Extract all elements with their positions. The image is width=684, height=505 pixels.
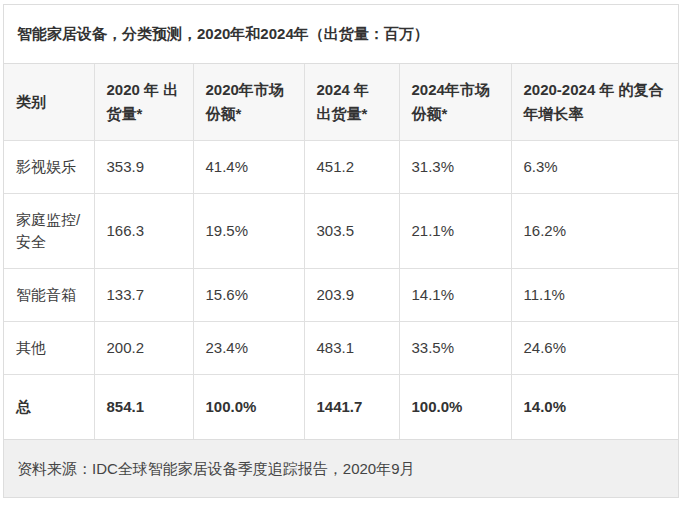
total-row: 总 854.1 100.0% 1441.7 100.0% 14.0% [4, 375, 678, 440]
table-row: 影视娱乐 353.9 41.4% 451.2 31.3% 6.3% [4, 141, 678, 194]
table-cell: 23.4% [193, 322, 304, 375]
column-header-2020-shipments: 2020 年 出货量* [94, 64, 193, 141]
table-cell: 16.2% [511, 194, 678, 269]
table-cell: 14.0% [511, 375, 678, 440]
column-header-2024-share: 2024年市场份额* [399, 64, 511, 141]
table-cell: 203.9 [304, 269, 399, 322]
table-row: 其他 200.2 23.4% 483.1 33.5% 24.6% [4, 322, 678, 375]
table-cell: 31.3% [399, 141, 511, 194]
column-header-2024-shipments: 2024 年 出货量* [304, 64, 399, 141]
table-cell: 100.0% [399, 375, 511, 440]
category-cell: 影视娱乐 [4, 141, 94, 194]
table-cell: 6.3% [511, 141, 678, 194]
table-cell: 1441.7 [304, 375, 399, 440]
source-note: 资料来源：IDC全球智能家居设备季度追踪报告，2020年9月 [4, 439, 678, 497]
table-cell: 133.7 [94, 269, 193, 322]
table-cell: 24.6% [511, 322, 678, 375]
table-row: 家庭监控/安全 166.3 19.5% 303.5 21.1% 16.2% [4, 194, 678, 269]
category-cell: 家庭监控/安全 [4, 194, 94, 269]
category-cell: 其他 [4, 322, 94, 375]
table-row: 智能音箱 133.7 15.6% 203.9 14.1% 11.1% [4, 269, 678, 322]
smart-home-forecast-widget: 智能家居设备，分类预测，2020年和2024年（出货量：百万） 类别 2020 … [3, 4, 679, 498]
table-cell: 854.1 [94, 375, 193, 440]
table-cell: 21.1% [399, 194, 511, 269]
table-cell: 19.5% [193, 194, 304, 269]
table-cell: 200.2 [94, 322, 193, 375]
table-title: 智能家居设备，分类预测，2020年和2024年（出货量：百万） [4, 5, 678, 64]
table-cell: 11.1% [511, 269, 678, 322]
table-cell: 483.1 [304, 322, 399, 375]
table-cell: 353.9 [94, 141, 193, 194]
table-cell: 15.6% [193, 269, 304, 322]
table-cell: 41.4% [193, 141, 304, 194]
category-cell: 智能音箱 [4, 269, 94, 322]
forecast-table: 类别 2020 年 出货量* 2020年市场份额* 2024 年 出货量* 20… [4, 64, 678, 439]
table-cell: 303.5 [304, 194, 399, 269]
column-header-cagr: 2020-2024 年 的复合年增长率 [511, 64, 678, 141]
column-header-category: 类别 [4, 64, 94, 141]
category-cell: 总 [4, 375, 94, 440]
table-cell: 100.0% [193, 375, 304, 440]
table-cell: 33.5% [399, 322, 511, 375]
table-cell: 166.3 [94, 194, 193, 269]
column-header-2020-share: 2020年市场份额* [193, 64, 304, 141]
header-row: 类别 2020 年 出货量* 2020年市场份额* 2024 年 出货量* 20… [4, 64, 678, 141]
table-cell: 14.1% [399, 269, 511, 322]
table-cell: 451.2 [304, 141, 399, 194]
